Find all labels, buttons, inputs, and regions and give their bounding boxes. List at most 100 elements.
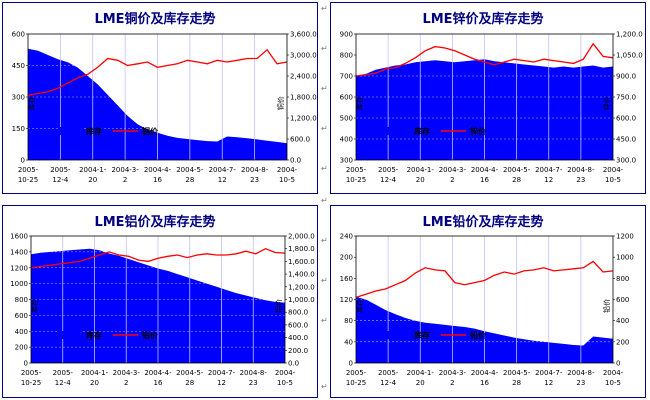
x-tick-label: 12-4: [380, 176, 396, 184]
copper-chart-panel: LME铜价及库存走势 0 150 300 450 600 0.0 600.0 1,200.0 1,…: [2, 2, 318, 194]
x-tick-label: 28: [512, 176, 521, 184]
right-tick-label: 1,200.0: [616, 31, 643, 39]
left-tick-label: 300: [12, 94, 25, 102]
x-tick-label: 12: [544, 176, 553, 184]
x-tick-label: 2004-1-: [407, 166, 435, 174]
x-tick-label: 2005-: [50, 166, 71, 174]
x-tick-label: 2004-7-: [208, 369, 236, 377]
x-tick-label: 2: [450, 176, 454, 184]
x-tick-label: 2004-8-: [567, 166, 595, 174]
legend-stock-swatch: [58, 127, 82, 135]
left-axis-title: 库存: [30, 299, 39, 313]
right-tick-label: 0.0: [288, 360, 299, 368]
x-tick-label: 2005-: [346, 369, 367, 377]
legend-stock-swatch: [386, 331, 410, 339]
x-tick-label: 16: [154, 379, 163, 387]
left-axis-title: 库存: [27, 96, 36, 110]
left-tick-label: 1400: [10, 248, 28, 256]
x-tick-label: 20: [88, 176, 97, 184]
price-line: [355, 260, 614, 299]
legend-stock-label: 库存: [86, 330, 102, 340]
legend-price-label: 锌价: [470, 126, 487, 136]
x-tick-label: 28: [512, 379, 521, 387]
x-tick-label: 2004-5-: [503, 166, 531, 174]
right-tick-label: 1,200.0: [288, 283, 315, 291]
lead-chart-panel: LME铅价及库存走势 0 40 80 120 160 200 240 0 200 400 600 800…: [330, 205, 646, 398]
x-tick-label: 20: [416, 176, 425, 184]
paragraph-mark: ↵: [321, 84, 328, 93]
right-tick-label: 600.0: [616, 115, 636, 123]
left-tick-label: 300: [340, 157, 353, 165]
x-tick-label: 2004-7-: [535, 166, 563, 174]
right-tick-label: 750.0: [616, 94, 636, 102]
x-tick-label: 20: [416, 379, 425, 387]
x-tick-label: 2004-4-: [471, 369, 499, 377]
left-tick-label: 0: [349, 360, 353, 368]
x-tick-label: 12: [217, 379, 226, 387]
x-tick-label: 23: [576, 379, 585, 387]
legend-stock-label: 库存: [86, 126, 102, 136]
legend-stock-swatch: [386, 127, 410, 135]
paragraph-mark: ↵: [321, 276, 328, 285]
right-axis-title: 铅价: [602, 299, 611, 313]
paragraph-mark: ↵: [321, 196, 328, 205]
right-tick-label: 2,000.0: [288, 233, 315, 241]
right-tick-label: 1,800.0: [288, 245, 315, 253]
right-tick-label: 3,600.0: [290, 31, 317, 39]
aluminum-chart-panel: LME铝价及库存走势 0 200 400 600 800 1000 1200 1400 1600 0…: [2, 205, 318, 398]
right-tick-label: 0.0: [290, 157, 301, 165]
x-tick-label: 10-5: [277, 379, 293, 387]
x-tick-label: 10-5: [605, 176, 621, 184]
right-tick-label: 2,400.0: [290, 73, 317, 81]
paragraph-mark: ↵: [321, 124, 328, 133]
legend-price-label: 铝价: [142, 330, 159, 340]
right-axis-title: 锌价: [602, 96, 611, 110]
x-tick-label: 12-4: [380, 379, 396, 387]
x-tick-label: 2004-4-: [471, 166, 499, 174]
x-tick-label: 2004-5-: [503, 369, 531, 377]
lead-chart: LME铅价及库存走势 0 40 80 120 160 200 240 0 200 400 600 800…: [340, 214, 634, 387]
x-tick-label: 2004-1-: [81, 369, 109, 377]
x-tick-label: 10-25: [346, 176, 366, 184]
left-tick-label: 120: [340, 296, 353, 304]
x-tick-label: 23: [250, 176, 259, 184]
left-tick-label: 200: [15, 344, 28, 352]
x-tick-label: 2: [124, 379, 128, 387]
x-tick-label: 2004-7-: [209, 166, 237, 174]
x-tick-label: 2004-: [277, 166, 298, 174]
x-tick-label: 2005-: [378, 369, 399, 377]
x-tick-label: 10-25: [21, 379, 41, 387]
x-tick-label: 12: [544, 379, 553, 387]
left-tick-label: 800: [340, 52, 353, 60]
left-tick-label: 160: [340, 275, 353, 283]
x-tick-label: 2004-7-: [535, 369, 563, 377]
left-tick-label: 600: [12, 31, 25, 39]
left-tick-label: 0: [24, 360, 28, 368]
right-tick-label: 1,400.0: [288, 271, 315, 279]
x-tick-label: 23: [576, 176, 585, 184]
x-tick-label: 20: [90, 379, 99, 387]
right-tick-label: 800: [616, 275, 629, 283]
zinc-chart-panel: LME锌价及库存走势 300 400 500 600 700 800 900 300.0 450.…: [330, 2, 646, 194]
x-tick-label: 16: [153, 176, 162, 184]
x-tick-label: 2004-8-: [567, 369, 595, 377]
left-tick-label: 150: [12, 125, 25, 133]
zinc-chart: LME锌价及库存走势 300 400 500 600 700 800 900 300.0 450.…: [340, 11, 643, 184]
x-tick-label: 2: [123, 176, 127, 184]
legend-price-label: 铅价: [469, 330, 487, 340]
right-tick-label: 3,000.0: [290, 52, 317, 60]
x-tick-label: 2004-5-: [176, 369, 204, 377]
right-tick-label: 1,800.0: [290, 94, 317, 102]
right-tick-label: 1,200.0: [290, 115, 317, 123]
right-tick-label: 900.0: [616, 73, 636, 81]
legend-stock-label: 库存: [414, 126, 430, 136]
left-tick-label: 0: [21, 157, 25, 165]
x-tick-label: 2004-3-: [439, 166, 467, 174]
left-tick-label: 1200: [10, 264, 28, 272]
x-tick-label: 10-25: [18, 176, 38, 184]
paragraph-mark: ↵: [321, 316, 328, 325]
x-tick-label: 2004-1-: [407, 369, 435, 377]
right-tick-label: 300.0: [616, 157, 636, 165]
x-tick-label: 2004-1-: [79, 166, 107, 174]
x-tick-label: 2004-: [275, 369, 296, 377]
